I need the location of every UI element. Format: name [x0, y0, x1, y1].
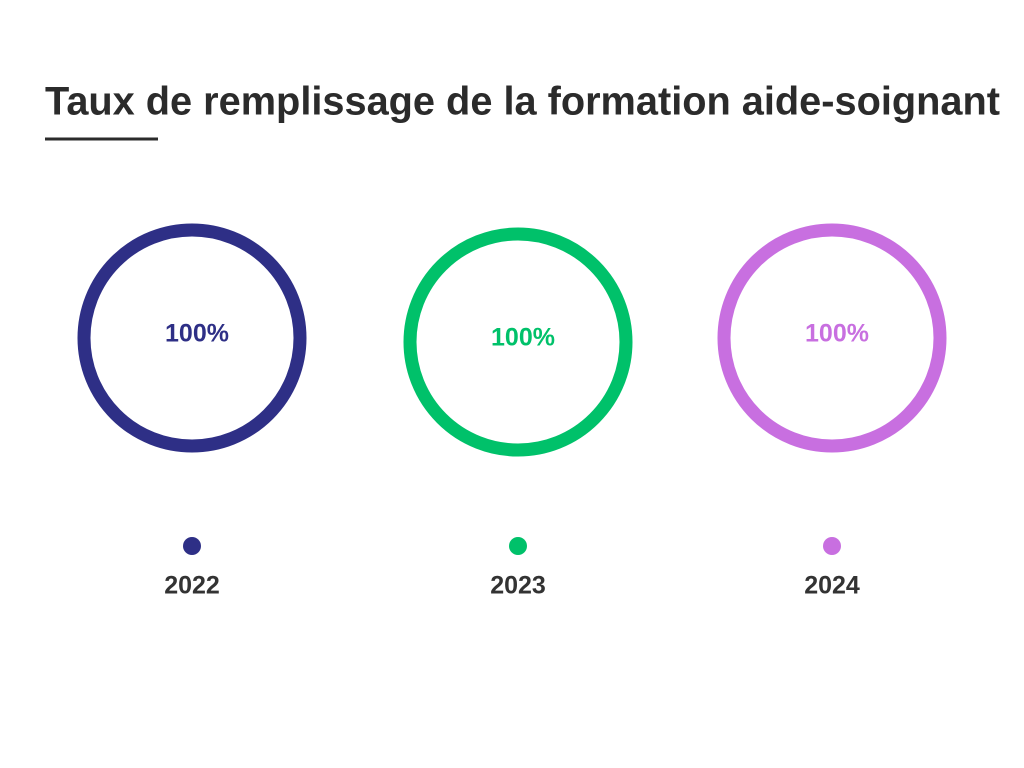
- ring: [77, 223, 307, 453]
- legend-dot: [183, 537, 201, 555]
- category-label: 2024: [804, 572, 860, 600]
- ring: [403, 227, 633, 457]
- value-label: 100%: [805, 320, 869, 348]
- category-label: 2023: [490, 572, 546, 600]
- value-label: 100%: [491, 324, 555, 352]
- category-label: 2022: [164, 572, 220, 600]
- legend-dot: [823, 537, 841, 555]
- ring: [717, 223, 947, 453]
- chart-title: Taux de remplissage de la formation aide…: [45, 80, 1000, 124]
- value-label: 100%: [165, 320, 229, 348]
- legend-dot: [509, 537, 527, 555]
